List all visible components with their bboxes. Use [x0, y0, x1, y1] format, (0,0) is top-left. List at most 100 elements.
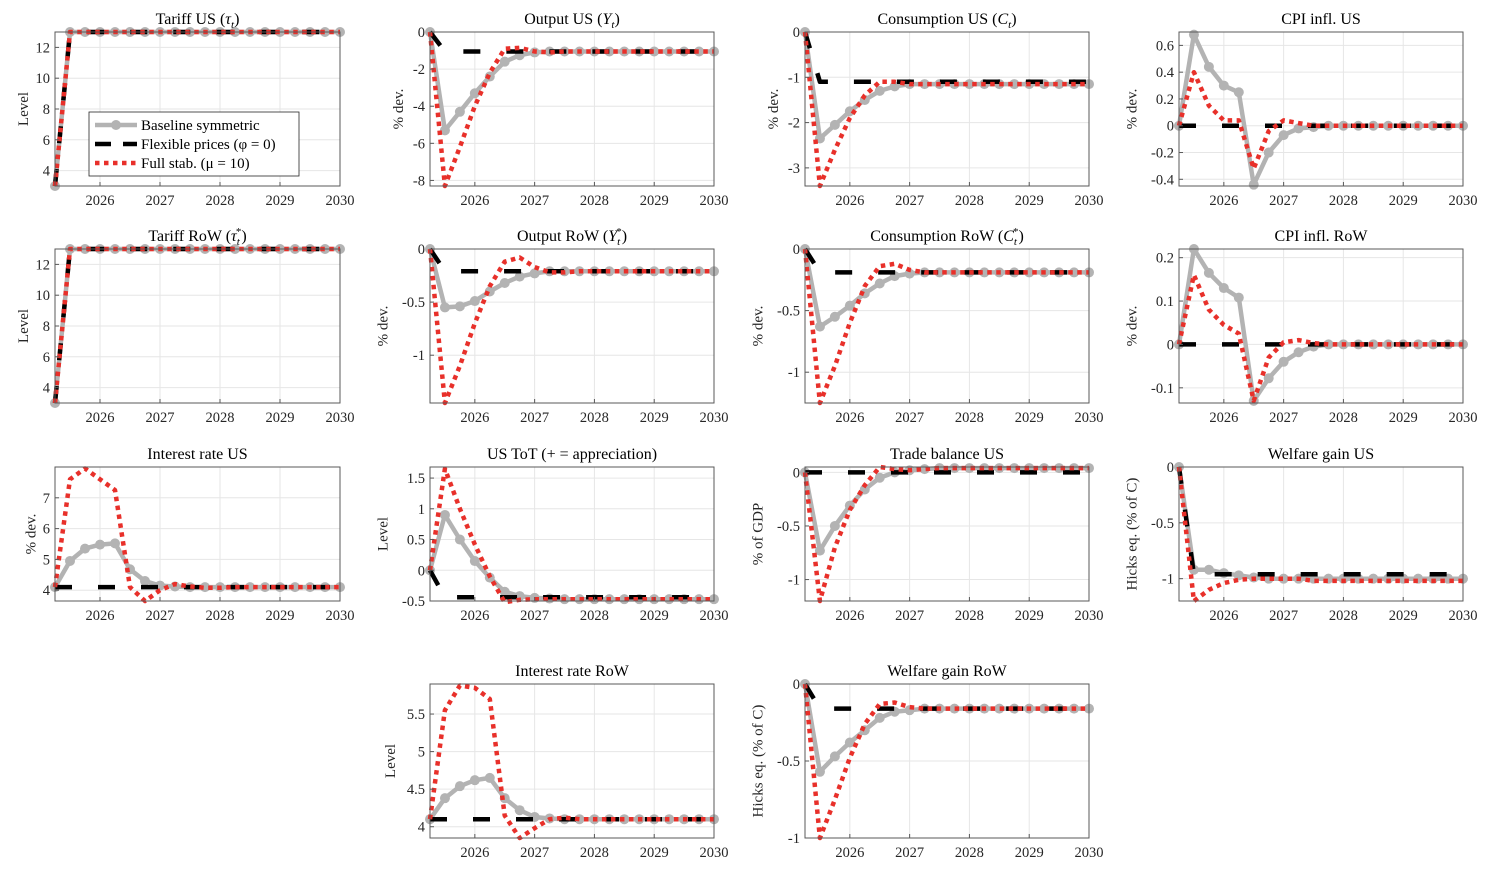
x-tick-label: 2028 [206, 410, 235, 426]
x-tick-label: 2030 [1075, 608, 1104, 624]
x-tick-label: 2028 [1329, 193, 1358, 209]
x-tick-label: 2027 [1269, 410, 1298, 426]
data-point [1248, 179, 1259, 190]
data-point [874, 278, 885, 289]
panel-title: CPI infl. US [1281, 11, 1361, 28]
y-tick-label: -1 [788, 831, 800, 847]
y-tick-label: -4 [413, 99, 426, 115]
x-tick-label: 2030 [326, 410, 355, 426]
x-tick-label: 2026 [835, 410, 864, 426]
panel-cpi-infl-row: 2026 2027 2028 2029 2030 -0.1 0 0.1 0.2 % dev. CPI… [1125, 228, 1478, 426]
x-tick-label: 2030 [700, 193, 729, 209]
x-tick-label: 2028 [580, 608, 609, 624]
series-group [425, 466, 719, 605]
series-line-full-stab-10 [802, 683, 1089, 841]
data-point [694, 46, 705, 57]
x-tick-label: 2030 [700, 845, 729, 861]
data-point [110, 538, 120, 549]
panel-consumption-row-c-t: 2026 2027 2028 2029 2030 -1 -0.5 0 % dev. Consump… [751, 226, 1104, 426]
data-point [964, 463, 975, 474]
series-group [800, 463, 1094, 604]
data-point [1293, 347, 1304, 358]
data-point [814, 545, 825, 556]
x-tick-label: 2026 [86, 193, 115, 209]
data-point [1218, 80, 1229, 91]
y-tick-label: 5 [43, 552, 50, 568]
series-line-full-stab-10 [802, 248, 1089, 406]
data-point [1039, 703, 1050, 714]
x-tick-label: 2027 [520, 845, 549, 861]
y-tick-label: -1 [788, 365, 800, 381]
y-tick-label: 6 [43, 350, 50, 366]
data-point [454, 534, 465, 545]
plot-area [805, 467, 1089, 601]
y-tick-label: -0.5 [402, 594, 425, 610]
y-tick-label: 1.5 [407, 471, 425, 487]
y-axis-label: % dev. [376, 306, 392, 347]
y-tick-label: 0 [418, 242, 425, 258]
data-point [829, 119, 840, 130]
y-tick-label: 0 [793, 677, 800, 693]
x-tick-label: 2026 [1209, 410, 1238, 426]
axes-box [804, 248, 1090, 404]
data-point [439, 509, 450, 520]
y-tick-label: 8 [43, 102, 50, 118]
plot-area [1179, 249, 1463, 403]
series-group [800, 27, 1094, 189]
panel-interest-rate-us: 2026 2027 2028 2029 2030 4 5 6 7% dev. Interest r… [23, 446, 354, 624]
y-tick-label: 0 [1167, 337, 1174, 353]
panel-title: Welfare gain RoW [887, 663, 1007, 680]
data-point [454, 301, 465, 312]
axes-box [1178, 466, 1464, 602]
panel-title: Interest rate RoW [515, 663, 630, 680]
data-point [1233, 87, 1244, 98]
y-tick-label: 7 [43, 491, 50, 507]
legend-marker [111, 120, 121, 130]
series-line-full-stab-10 [802, 31, 1089, 189]
y-tick-label: 0 [793, 465, 800, 481]
x-tick-label: 2029 [266, 410, 295, 426]
x-tick-label: 2028 [580, 193, 609, 209]
y-tick-label: -6 [413, 136, 425, 152]
x-tick-label: 2030 [326, 193, 355, 209]
series-group [1174, 29, 1468, 190]
axes-box [804, 31, 1090, 187]
data-point [469, 296, 480, 307]
y-tick-label: 0.5 [407, 533, 425, 549]
legend-label: Full stab. (μ = 10) [141, 156, 250, 172]
panel-title: Welfare gain US [1268, 446, 1374, 463]
y-axis-label: Hicks eq. (% of C) [1125, 478, 1141, 591]
series-group [800, 679, 1094, 841]
data-point [484, 772, 495, 783]
data-point [514, 271, 525, 282]
series-line-full-stab-10 [427, 248, 714, 406]
panel-title: CPI infl. RoW [1275, 228, 1369, 245]
panel-welfare-gain-row: 2026 2027 2028 2029 2030 -1 -0.5 0 Hicks eq. (% … [751, 663, 1104, 861]
data-point [1024, 267, 1035, 278]
y-tick-label: 0.2 [1156, 92, 1174, 108]
data-point [1069, 267, 1080, 278]
data-point [649, 46, 660, 57]
data-point [619, 594, 630, 605]
panel-tariff-us-t: 2026 2027 2028 2029 2030 4 6 8 10 12 Level Tariff U… [16, 11, 355, 209]
series-line-full-stab-10 [52, 466, 340, 604]
data-point [1054, 79, 1065, 90]
x-tick-label: 2030 [1075, 410, 1104, 426]
x-tick-label: 2029 [266, 608, 295, 624]
series-line-flexible-prices-0 [802, 31, 1089, 85]
y-tick-label: -0.1 [1151, 381, 1174, 397]
data-point [829, 751, 840, 762]
x-tick-label: 2027 [895, 608, 924, 624]
y-tick-label: 0 [793, 242, 800, 258]
data-point [994, 703, 1005, 714]
x-tick-label: 2028 [580, 410, 609, 426]
series-group [800, 244, 1094, 406]
x-tick-label: 2028 [206, 193, 235, 209]
data-point [844, 300, 855, 311]
axes-box [1178, 31, 1464, 187]
series-group [1174, 462, 1468, 604]
data-point [529, 268, 540, 279]
data-point [844, 106, 855, 117]
x-tick-label: 2029 [1015, 608, 1044, 624]
